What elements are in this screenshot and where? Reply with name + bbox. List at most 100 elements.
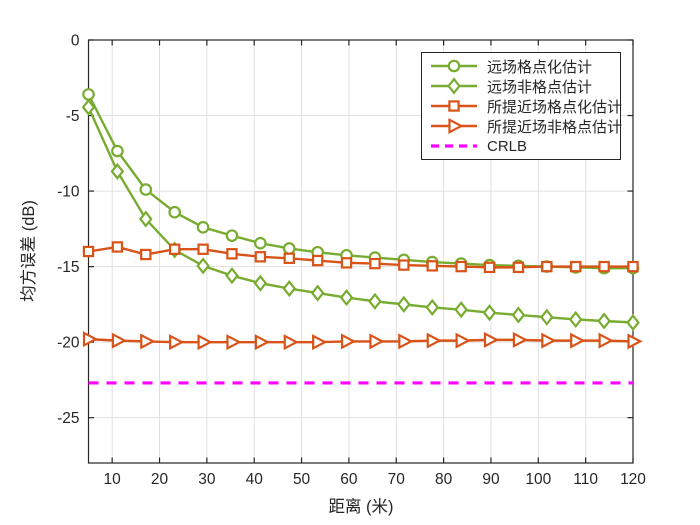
legend-label-far-grid: 远场格点化估计 bbox=[487, 58, 593, 76]
marker-triangle-right bbox=[254, 334, 271, 351]
marker-diamond bbox=[253, 274, 268, 292]
legend-label-near-offgrid: 所提近场非格点估计 bbox=[487, 118, 623, 136]
marker-diamond bbox=[110, 162, 125, 181]
y-axis-tick-label: 0 bbox=[71, 33, 80, 50]
marker-diamond bbox=[397, 295, 411, 313]
legend: 远场格点化估计 远场非格点估计所提近场格点化估计 所提近场非格点估计 CRLB bbox=[421, 52, 623, 160]
marker-triangle-right bbox=[169, 334, 185, 351]
marker-circle bbox=[254, 236, 267, 250]
marker-triangle-right bbox=[369, 333, 385, 350]
marker-diamond bbox=[225, 267, 239, 285]
marker-square bbox=[226, 248, 238, 260]
x-axis-tick-label: 20 bbox=[151, 471, 169, 488]
legend-sample-near-offgrid bbox=[431, 117, 477, 135]
legend-item-near-offgrid: 所提近场非格点估计 bbox=[422, 116, 623, 136]
x-axis-tick-label: 70 bbox=[388, 471, 406, 488]
marker-circle bbox=[447, 59, 461, 73]
marker-square bbox=[82, 245, 95, 258]
x-axis-tick-label: 120 bbox=[620, 471, 646, 488]
marker-diamond bbox=[454, 301, 468, 319]
y-axis-tick-label: -20 bbox=[57, 335, 80, 352]
x-axis-tick-label: 50 bbox=[293, 471, 311, 488]
marker-diamond bbox=[81, 98, 96, 116]
marker-diamond bbox=[282, 279, 297, 298]
marker-triangle-right bbox=[426, 332, 442, 349]
y-axis-label: 均方误差 (dB) bbox=[20, 200, 38, 302]
legend-item-near-grid: 所提近场格点化估计 bbox=[422, 96, 623, 116]
marker-diamond bbox=[511, 306, 526, 324]
marker-diamond bbox=[626, 313, 640, 332]
x-axis-tick-label: 110 bbox=[573, 471, 598, 488]
marker-circle bbox=[111, 144, 124, 158]
legend-label-far-offgrid: 远场非格点估计 bbox=[487, 78, 593, 96]
x-axis-tick-label: 40 bbox=[246, 471, 264, 488]
marker-triangle-right bbox=[512, 331, 529, 348]
marker-square bbox=[283, 252, 295, 264]
marker-circle bbox=[168, 205, 181, 219]
y-axis-tick-label: -10 bbox=[57, 184, 80, 201]
marker-square bbox=[254, 251, 267, 263]
marker-triangle-right bbox=[111, 332, 128, 349]
marker-square bbox=[512, 261, 525, 274]
marker-square bbox=[627, 260, 639, 273]
marker-triangle-right bbox=[448, 117, 464, 135]
legend-item-far-grid: 远场格点化估计 bbox=[422, 56, 620, 76]
marker-triangle-right bbox=[82, 331, 99, 348]
marker-diamond bbox=[482, 304, 497, 322]
y-axis-tick-label: -15 bbox=[57, 259, 79, 276]
marker-square bbox=[311, 254, 324, 267]
marker-square bbox=[168, 243, 181, 255]
marker-triangle-right bbox=[226, 334, 242, 351]
marker-triangle-right bbox=[197, 334, 213, 351]
legend-sample-far-grid bbox=[431, 59, 477, 73]
marker-circle bbox=[139, 183, 153, 196]
legend-label-crlb: CRLB bbox=[487, 137, 528, 155]
y-axis-tick-label: -25 bbox=[57, 410, 79, 427]
series-near-grid bbox=[82, 241, 639, 274]
x-axis-tick-label: 90 bbox=[482, 471, 500, 488]
marker-diamond bbox=[310, 284, 325, 302]
marker-square bbox=[369, 257, 381, 270]
x-axis-label: 距离 (米) bbox=[328, 498, 394, 516]
y-axis-tick-label: -5 bbox=[66, 108, 80, 125]
marker-diamond bbox=[425, 298, 440, 316]
series-near-offgrid bbox=[82, 331, 643, 351]
legend-item-far-offgrid: 远场非格点估计 bbox=[422, 76, 620, 96]
marker-square bbox=[140, 248, 152, 261]
marker-square bbox=[448, 100, 460, 112]
marker-triangle-right bbox=[541, 332, 557, 349]
marker-square bbox=[197, 243, 209, 255]
legend-sample-near-grid bbox=[431, 100, 477, 112]
marker-diamond bbox=[196, 257, 210, 275]
marker-square bbox=[398, 259, 410, 271]
marker-square bbox=[340, 257, 353, 269]
marker-square bbox=[598, 260, 610, 273]
marker-square bbox=[426, 260, 438, 272]
marker-triangle-right bbox=[570, 332, 586, 349]
legend-label-near-grid: 所提近场格点化估计 bbox=[487, 98, 623, 116]
marker-triangle-right bbox=[455, 332, 471, 349]
marker-square bbox=[111, 241, 124, 253]
marker-square bbox=[455, 260, 467, 273]
marker-triangle-right bbox=[312, 334, 328, 351]
marker-diamond bbox=[597, 312, 611, 330]
x-axis-tick-label: 100 bbox=[525, 471, 551, 488]
marker-diamond bbox=[368, 292, 382, 310]
marker-square bbox=[541, 260, 553, 273]
marker-triangle-right bbox=[483, 331, 500, 348]
marker-diamond bbox=[138, 210, 153, 228]
marker-circle bbox=[82, 88, 95, 101]
marker-diamond bbox=[540, 308, 554, 326]
legend-sample-far-offgrid bbox=[431, 77, 477, 95]
marker-circle bbox=[225, 229, 239, 242]
marker-circle bbox=[282, 242, 296, 255]
x-axis-tick-label: 10 bbox=[104, 471, 122, 488]
marker-triangle-right bbox=[398, 333, 414, 350]
x-axis-tick-label: 30 bbox=[198, 471, 216, 488]
marker-triangle-right bbox=[340, 333, 357, 350]
marker-square bbox=[483, 261, 496, 274]
marker-diamond bbox=[568, 310, 583, 329]
marker-triangle-right bbox=[598, 332, 614, 349]
